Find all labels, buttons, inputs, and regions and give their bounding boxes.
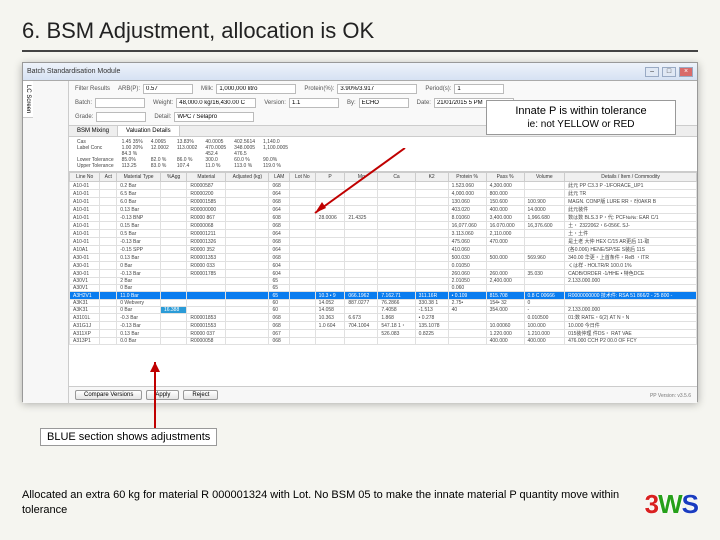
table-row[interactable]: A3H2V111.0 Bar6510.3 • 9066.19627.162.71…: [70, 292, 697, 300]
table-row[interactable]: A10-016.5 BarR00002000644,000.000800.000…: [70, 190, 697, 198]
wt-label: Weight:: [153, 100, 173, 106]
table-row[interactable]: A3K310 Bar16.3886014.0587.4058-1.5134035…: [70, 307, 697, 314]
callout-line2: ie: not YELLOW or RED: [493, 119, 669, 130]
logo-s: S: [682, 489, 698, 519]
window-titlebar: Batch Standardisation Module – □ ×: [23, 63, 697, 81]
table-row[interactable]: A10-010.2 BarR00005870681.523.0604,300.0…: [70, 182, 697, 190]
wt-input[interactable]: [176, 98, 256, 108]
grade-label: Grade:: [75, 114, 93, 120]
left-sidebar: LC Screen: [23, 81, 69, 403]
vertical-tab[interactable]: LC Screen: [23, 81, 33, 118]
table-row[interactable]: A30V10 Bar650.060: [70, 285, 697, 292]
table-row[interactable]: A30-010.13 BarR00001353068500.030500.000…: [70, 254, 697, 262]
table-row[interactable]: A3101L-0.3 BarR0000185306810.3636.6731.8…: [70, 314, 697, 322]
detail-label: Detail:: [154, 114, 171, 120]
version-label: PP Version: v3.5.6: [650, 393, 691, 399]
callout-tolerance: Innate P is within tolerance ie: not YEL…: [486, 100, 676, 135]
data-grid-scroll[interactable]: Line NoActMaterial Type%AggMaterialAdjus…: [69, 172, 697, 386]
table-row[interactable]: A10A1-0.15 SPPR0000 352064410.060(各0.006…: [70, 246, 697, 254]
period-input[interactable]: [454, 84, 504, 94]
filter-label: Filter Results: [75, 86, 110, 92]
table-row[interactable]: A30-010 BarR0000 0336040.01050くは样 - HOLT…: [70, 262, 697, 270]
by-label: By:: [347, 100, 356, 106]
batch-input[interactable]: [95, 98, 145, 108]
data-grid[interactable]: Line NoActMaterial Type%AggMaterialAdjus…: [69, 172, 697, 345]
detail-input[interactable]: [174, 112, 254, 122]
tab-bsm-mixing[interactable]: BSM Mixing: [69, 126, 118, 136]
logo-3ws: 3WS: [645, 489, 698, 520]
prot-input[interactable]: [337, 84, 417, 94]
compare-versions-button[interactable]: Compare Versions: [75, 390, 142, 400]
logo-w: W: [658, 489, 682, 519]
ver-label: Version:: [264, 100, 286, 106]
by-input[interactable]: [359, 98, 409, 108]
table-row[interactable]: A311XP0.13 BarR0000 037067526.0830.82251…: [70, 330, 697, 338]
close-button[interactable]: ×: [679, 67, 693, 77]
action-bar: Compare Versions Apply Reject: [69, 386, 697, 403]
milk-input[interactable]: [216, 84, 296, 94]
minimize-button[interactable]: –: [645, 67, 659, 77]
table-row[interactable]: A3K310 Webvery6014.052887.027776.2866330…: [70, 300, 697, 307]
logo-3: 3: [645, 489, 658, 519]
table-row[interactable]: A313P10.0 BarR0000058068400.000400.00047…: [70, 338, 697, 345]
slide-title: 6. BSM Adjustment, allocation is OK: [22, 18, 698, 52]
table-row[interactable]: A10-010.5 BarR000012110643.113.0602,110.…: [70, 230, 697, 238]
prot-label: Protein(%):: [304, 86, 334, 92]
apply-button[interactable]: Apply: [146, 390, 179, 400]
ver-input[interactable]: [289, 98, 339, 108]
period-label: Period(s):: [425, 86, 451, 92]
milk-label: Milk:: [201, 86, 213, 92]
grade-input[interactable]: [96, 112, 146, 122]
window-title: Batch Standardisation Module: [27, 68, 120, 75]
table-row[interactable]: A30V12 Bar652.010502,400.0002.133.000.00…: [70, 278, 697, 285]
window-controls: – □ ×: [644, 67, 693, 77]
callout-line1: Innate P is within tolerance: [493, 105, 669, 117]
table-row[interactable]: A10-010.15 BarR000006806816,077.06016.07…: [70, 222, 697, 230]
summary-table: Cas1.45 35%4.006513.83%40.0005402.56141,…: [69, 137, 697, 172]
arb-input[interactable]: [143, 84, 193, 94]
note-allocation: Allocated an extra 60 kg for material R …: [22, 488, 632, 518]
maximize-button[interactable]: □: [662, 67, 676, 77]
table-row[interactable]: A10-010.13 BarR00000000064403.020400.000…: [70, 206, 697, 214]
table-row[interactable]: A10-016.0 BarR00001585068130.060150.6001…: [70, 198, 697, 206]
table-row[interactable]: A31G1J-0.13 BarR000015530681.0 604704.10…: [70, 322, 697, 330]
table-row[interactable]: A10-01-0.13 BNPR0000 86760828.000621.432…: [70, 214, 697, 222]
reject-button[interactable]: Reject: [183, 390, 218, 400]
table-row[interactable]: A10-01-0.13 BarR00001326068475.060470.00…: [70, 238, 697, 246]
batch-label: Batch:: [75, 100, 92, 106]
tab-valuation-details[interactable]: Valuation Details: [118, 126, 180, 136]
arb-label: ARB(P):: [118, 86, 140, 92]
note-blue-section: BLUE section shows adjustments: [40, 428, 217, 446]
date-label: Date:: [417, 100, 431, 106]
table-row[interactable]: A30-01-0.13 BarR00001785604260.060260.00…: [70, 270, 697, 278]
